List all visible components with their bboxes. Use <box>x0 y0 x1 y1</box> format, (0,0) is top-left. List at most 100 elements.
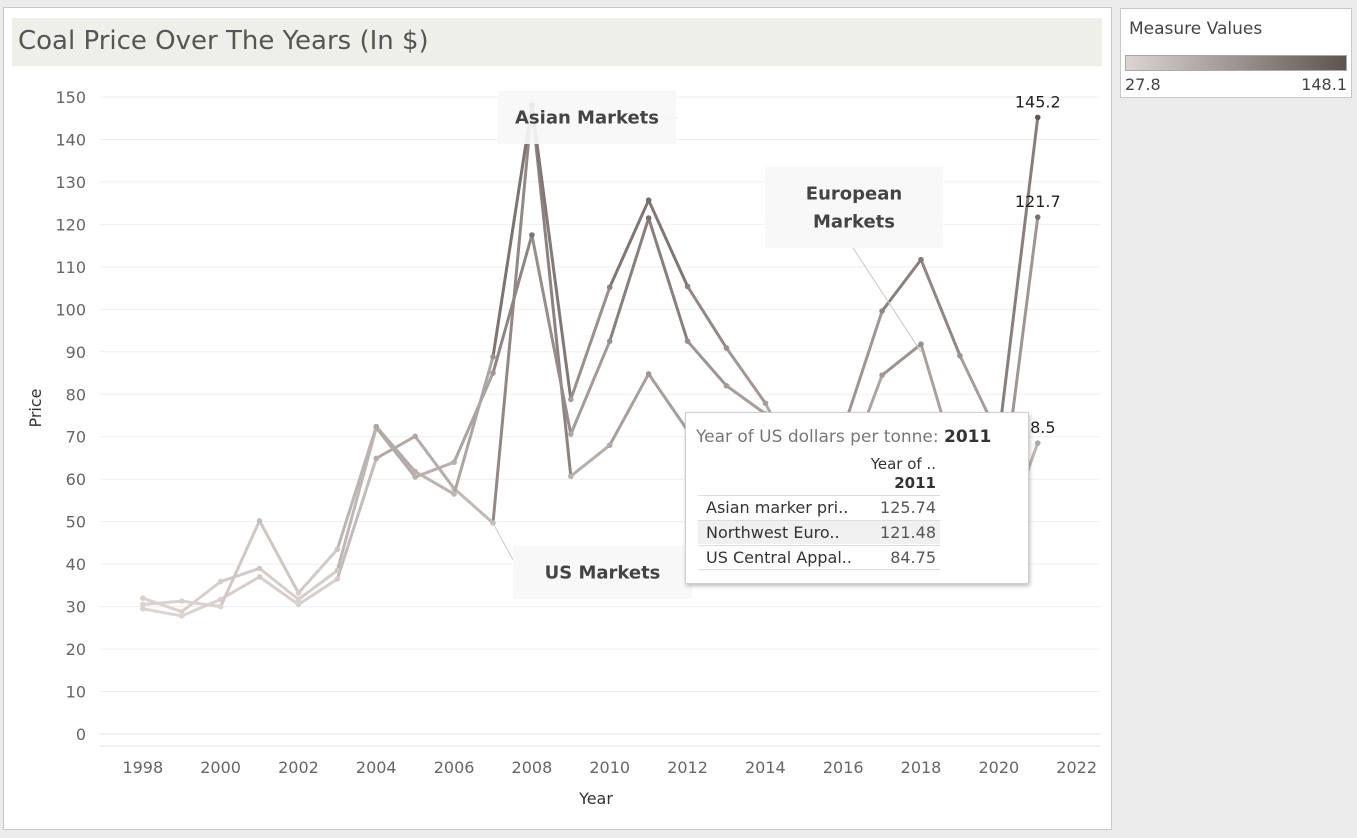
series-line-european <box>647 216 690 343</box>
series-line-asian <box>180 599 223 609</box>
series-line-asian <box>724 346 767 405</box>
data-point-us <box>568 473 574 480</box>
tooltip-row: Northwest Euro.. 121.48 <box>698 520 940 544</box>
series-line-asian <box>413 470 456 496</box>
y-tick-label: 150 <box>55 88 86 107</box>
data-point-european <box>334 567 341 574</box>
legend-max-label: 148.1 <box>1301 75 1347 94</box>
data-point-asian <box>918 256 924 263</box>
data-point-asian <box>606 284 613 291</box>
data-point-us <box>645 371 652 377</box>
y-tick-label: 90 <box>66 343 86 362</box>
data-point-european <box>568 431 574 437</box>
tooltip-row: Asian marker pri.. 125.74 <box>698 495 940 519</box>
series-line-us <box>258 575 300 606</box>
tooltip-column-header-year: 2011 <box>894 474 936 492</box>
tooltip-row-label: Northwest Euro.. <box>706 523 840 542</box>
y-tick-label: 100 <box>55 300 86 319</box>
data-point-asian <box>1034 114 1041 121</box>
series-line-european <box>219 566 262 584</box>
x-tick-label: 2002 <box>278 758 319 777</box>
data-point-european <box>412 474 418 480</box>
data-point-asian <box>568 396 574 403</box>
y-tick-label: 50 <box>66 513 86 532</box>
series-line-european <box>608 216 651 343</box>
data-point-us <box>412 433 418 440</box>
series-line-european <box>569 339 612 436</box>
tooltip-row-value: 84.75 <box>890 548 936 567</box>
x-tick-label: 2018 <box>901 758 942 777</box>
end-value-label: 145.2 <box>1015 92 1061 111</box>
annotation-box-european <box>765 167 943 248</box>
data-point-european <box>723 382 730 389</box>
data-point-us <box>373 455 380 462</box>
series-line-asian <box>141 599 184 606</box>
data-point-european <box>529 232 535 238</box>
data-point-asian <box>412 468 418 475</box>
y-tick-label: 40 <box>66 555 86 574</box>
data-point-european <box>295 596 302 603</box>
data-point-us <box>178 613 185 619</box>
data-point-asian <box>762 400 769 406</box>
annotation-box-us <box>513 546 692 599</box>
y-tick-label: 10 <box>66 683 86 702</box>
series-line-asian <box>569 285 612 401</box>
data-point-european <box>918 341 924 347</box>
series-line-asian <box>997 115 1040 439</box>
series-line-asian <box>841 309 884 432</box>
series-line-european <box>530 233 573 436</box>
y-tick-label: 20 <box>66 640 86 659</box>
data-point-asian <box>684 283 691 290</box>
tooltip: Year of US dollars per tonne: 2011 Year … <box>685 412 1029 584</box>
series-line-european <box>686 339 728 388</box>
series-line-asian <box>452 355 495 496</box>
data-point-us <box>1034 440 1041 446</box>
y-tick-label: 30 <box>66 598 86 617</box>
data-point-european <box>684 338 691 344</box>
y-axis-title: Price <box>26 388 45 427</box>
series-line-european <box>180 580 223 614</box>
data-point-us <box>140 605 146 612</box>
data-point-asian <box>957 352 963 359</box>
series-line-asian <box>491 103 534 359</box>
data-point-asian <box>723 345 730 351</box>
series-line-asian <box>686 284 728 350</box>
series-line-asian <box>647 198 690 288</box>
series-line-us <box>491 104 534 525</box>
data-point-european <box>879 372 885 378</box>
data-point-european <box>217 578 224 585</box>
legend-title: Measure Values <box>1129 19 1263 39</box>
data-point-european <box>178 608 185 615</box>
x-tick-label: 1998 <box>122 758 163 777</box>
tooltip-column-header-name: Year of .. <box>870 455 936 473</box>
tooltip-header-value: 2011 <box>943 427 992 447</box>
tooltip-row-value: 125.74 <box>880 498 936 517</box>
y-tick-label: 110 <box>55 258 86 277</box>
data-point-asian <box>217 603 224 610</box>
series-line-us <box>530 104 573 478</box>
annotation-box-asian <box>498 91 676 144</box>
data-point-european <box>1034 214 1041 220</box>
annotation-connector <box>492 522 514 561</box>
series-line-us <box>569 443 612 478</box>
x-tick-label: 2010 <box>589 758 630 777</box>
legend-gradient-bar <box>1125 55 1347 71</box>
data-point-european <box>451 459 457 466</box>
series-line-us <box>452 487 495 525</box>
title-bar: Coal Price Over The Years (In $) <box>12 18 1102 66</box>
series-line-us <box>296 577 339 606</box>
y-tick-label: 80 <box>66 385 86 404</box>
series-line-asian <box>335 425 378 551</box>
annotation-connector <box>852 247 922 353</box>
series-line-us <box>608 372 651 447</box>
data-point-asian <box>490 354 496 360</box>
series-line-us <box>413 434 456 491</box>
series-line-asian <box>374 425 417 474</box>
data-point-european <box>140 595 146 601</box>
color-legend[interactable]: Measure Values 27.8 148.1 <box>1120 8 1352 98</box>
x-tick-label: 2012 <box>667 758 708 777</box>
x-tick-label: 2004 <box>356 758 397 777</box>
y-tick-label: 120 <box>55 215 86 234</box>
series-line-us <box>647 372 690 432</box>
data-point-asian <box>256 518 263 524</box>
